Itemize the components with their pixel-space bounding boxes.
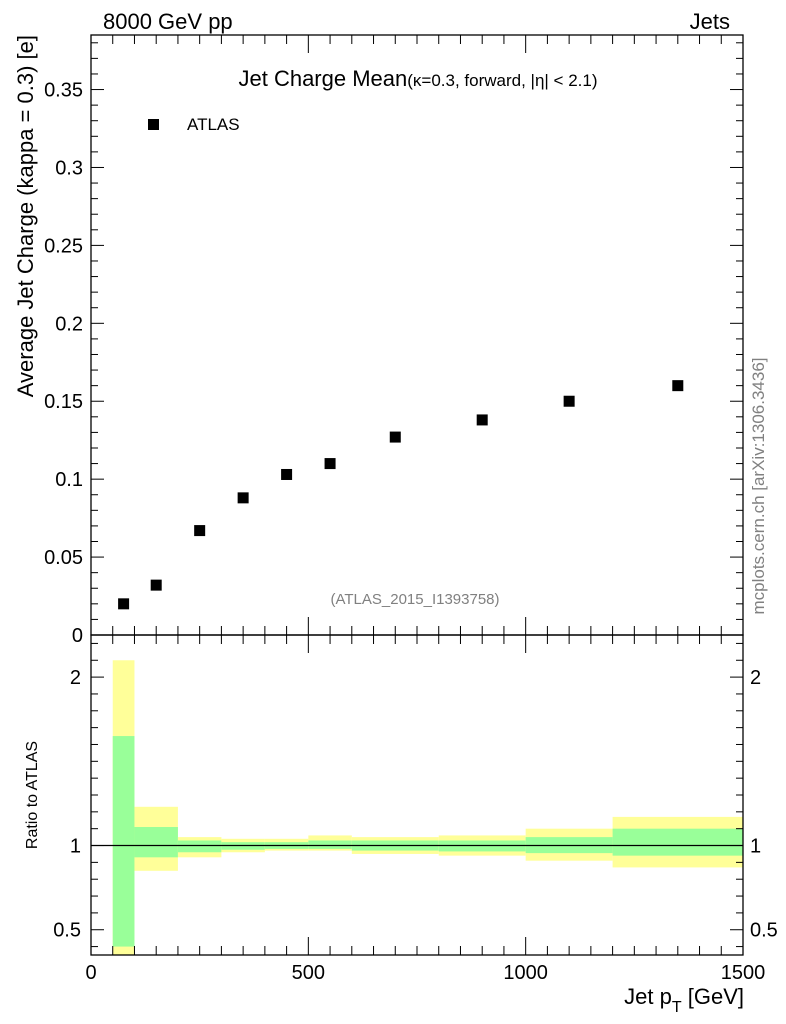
ratio-inner-band-9 — [612, 828, 743, 856]
ratio-y-tick-label-left: 0.5 — [53, 920, 81, 942]
legend-marker-atlas — [148, 119, 159, 130]
ratio-y-tick-label-left: 1 — [70, 836, 81, 858]
x-tick-label: 500 — [292, 962, 325, 984]
main-y-tick-label: 0.1 — [55, 469, 83, 491]
x-tick-label: 1500 — [721, 962, 766, 984]
ratio-y-axis-label: Ratio to ATLAS — [24, 741, 41, 849]
atlas-data-point — [476, 414, 488, 426]
main-y-tick-label: 0.15 — [44, 391, 83, 413]
main-y-tick-label: 0 — [72, 625, 83, 647]
atlas-data-point — [672, 380, 684, 392]
x-tick-label: 0 — [85, 962, 96, 984]
ratio-plot-frame — [90, 634, 744, 956]
plot-title-suffix: (κ=0.3, forward, |η| < 2.1) — [407, 71, 597, 90]
plot-title-main: Jet Charge Mean — [238, 66, 407, 91]
header-right-label: Jets — [690, 9, 730, 34]
x-tick-label: 1000 — [503, 962, 548, 984]
legend-label-atlas: ATLAS — [187, 115, 240, 134]
ratio-y-tick-label-right: 0.5 — [750, 920, 778, 942]
ratio-y-tick-label-left: 2 — [70, 667, 81, 689]
atlas-data-point — [389, 431, 401, 443]
ratio-inner-band-5 — [308, 840, 352, 849]
atlas-data-point — [150, 579, 162, 591]
plot-title: Jet Charge Mean(κ=0.3, forward, |η| < 2.… — [238, 66, 597, 91]
ratio-inner-band-1 — [134, 827, 178, 858]
atlas-data-point — [194, 525, 206, 537]
atlas-data-point — [281, 468, 293, 480]
ratio-inner-band-0 — [112, 736, 135, 947]
main-y-tick-label: 0.3 — [55, 157, 83, 179]
mcplots-side-label: mcplots.cern.ch [arXiv:1306.3436] — [749, 357, 768, 614]
atlas-data-point — [118, 598, 130, 610]
atlas-data-point — [237, 492, 249, 504]
atlas-data-point — [563, 395, 575, 407]
ratio-y-tick-label-right: 2 — [750, 667, 761, 689]
main-y-tick-label: 0.35 — [44, 80, 83, 102]
ratio-y-tick-label-right: 1 — [750, 836, 761, 858]
ratio-inner-band-2 — [177, 840, 222, 853]
x-axis-label: Jet pT [GeV] — [624, 984, 744, 1016]
atlas-data-point — [324, 458, 336, 470]
main-y-tick-label: 0.25 — [44, 235, 83, 257]
main-y-axis-label: Average Jet Charge (kappa = 0.3) [e] — [13, 35, 38, 397]
header-left-label: 8000 GeV pp — [103, 9, 233, 34]
main-y-tick-label: 0.05 — [44, 547, 83, 569]
analysis-watermark: (ATLAS_2015_I1393758) — [330, 591, 499, 608]
main-y-tick-label: 0.2 — [55, 313, 83, 335]
